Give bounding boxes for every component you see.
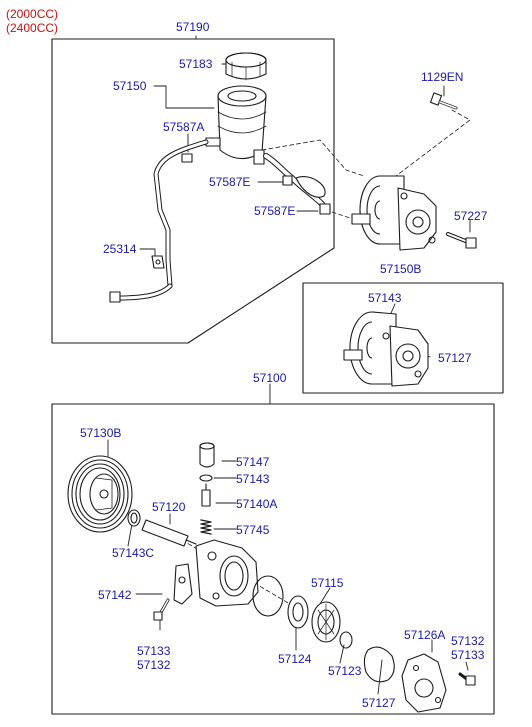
callout-57124[interactable]: 57124 [278,652,312,666]
callout-57120[interactable]: 57120 [152,500,186,514]
callout-57183[interactable]: 57183 [179,57,213,71]
o-ring-large [252,575,284,617]
gasket-57127 [363,646,395,683]
callout-57123[interactable]: 57123 [328,664,362,678]
bolt-57227 [446,232,477,249]
callout-57115[interactable]: 57115 [311,576,344,590]
callout-57143[interactable]: 57143 [236,472,270,486]
pump-assy-inset-frame [302,282,504,394]
pump-installed [351,175,437,251]
oil-seal-57143c [127,509,141,527]
callout-57147[interactable]: 57147 [236,455,270,469]
callout-57132-left[interactable]: 57132 [137,658,171,672]
bolt-1129en [429,92,458,110]
spring-57745 [200,519,212,535]
bracket-57142 [173,563,193,605]
callout-57587e-lower[interactable]: 57587E [254,204,296,218]
bolt-57133-57132-left [153,598,170,621]
reservoir-group-frame [51,38,335,344]
callout-1129en[interactable]: 1129EN [421,70,464,84]
cam-ring-57124 [287,595,309,629]
callout-57745[interactable]: 57745 [236,523,270,537]
suction-hose [263,153,326,207]
callout-57587a[interactable]: 57587A [163,120,205,134]
callout-57143-inset[interactable]: 57143 [368,291,402,305]
callout-57127-inset[interactable]: 57127 [438,351,472,365]
callout-57130b[interactable]: 57130B [80,426,122,440]
o-ring-57143 [199,474,213,482]
pump-body [195,539,259,607]
callout-57133-right[interactable]: 57133 [451,648,485,662]
clamp-57587a [181,153,193,163]
rotor-57115 [311,601,341,643]
callout-57587e-upper[interactable]: 57587E [209,175,251,189]
return-hose [109,139,209,303]
clamp-57587e-lower [319,203,331,215]
callout-57150[interactable]: 57150 [113,79,147,93]
callout-57132-right[interactable]: 57132 [451,634,485,648]
callout-57140a[interactable]: 57140A [236,497,278,511]
callout-57126a[interactable]: 57126A [404,628,446,642]
callout-25314[interactable]: 25314 [103,242,137,256]
flow-valve-57140a [201,483,211,507]
pump-breakdown-frame [51,403,495,715]
callout-57143c[interactable]: 57143C [112,546,155,560]
callout-57150b[interactable]: 57150B [380,262,422,276]
connector-57147 [199,442,215,468]
callout-57142[interactable]: 57142 [98,588,132,602]
pump-assy-57150b [343,311,429,387]
bolt-57132-57133-right [458,672,476,686]
engine-variant-2000cc: (2000CC) [6,7,59,21]
cover-57126a [401,653,447,713]
seal-57123 [339,631,353,649]
shaft-57120 [141,519,197,547]
hose-bracket-25314 [151,255,165,269]
callout-57227[interactable]: 57227 [454,209,488,223]
engine-variant-2400cc: (2400CC) [6,21,59,35]
callout-57133-left[interactable]: 57133 [137,644,171,658]
callout-57190[interactable]: 57190 [176,20,210,34]
callout-57100[interactable]: 57100 [253,371,287,385]
reservoir-tank [205,85,267,165]
pulley-57130b [67,455,133,533]
reservoir-cap [225,52,267,81]
clamp-57587e [282,175,293,186]
callout-57127[interactable]: 57127 [362,696,396,710]
